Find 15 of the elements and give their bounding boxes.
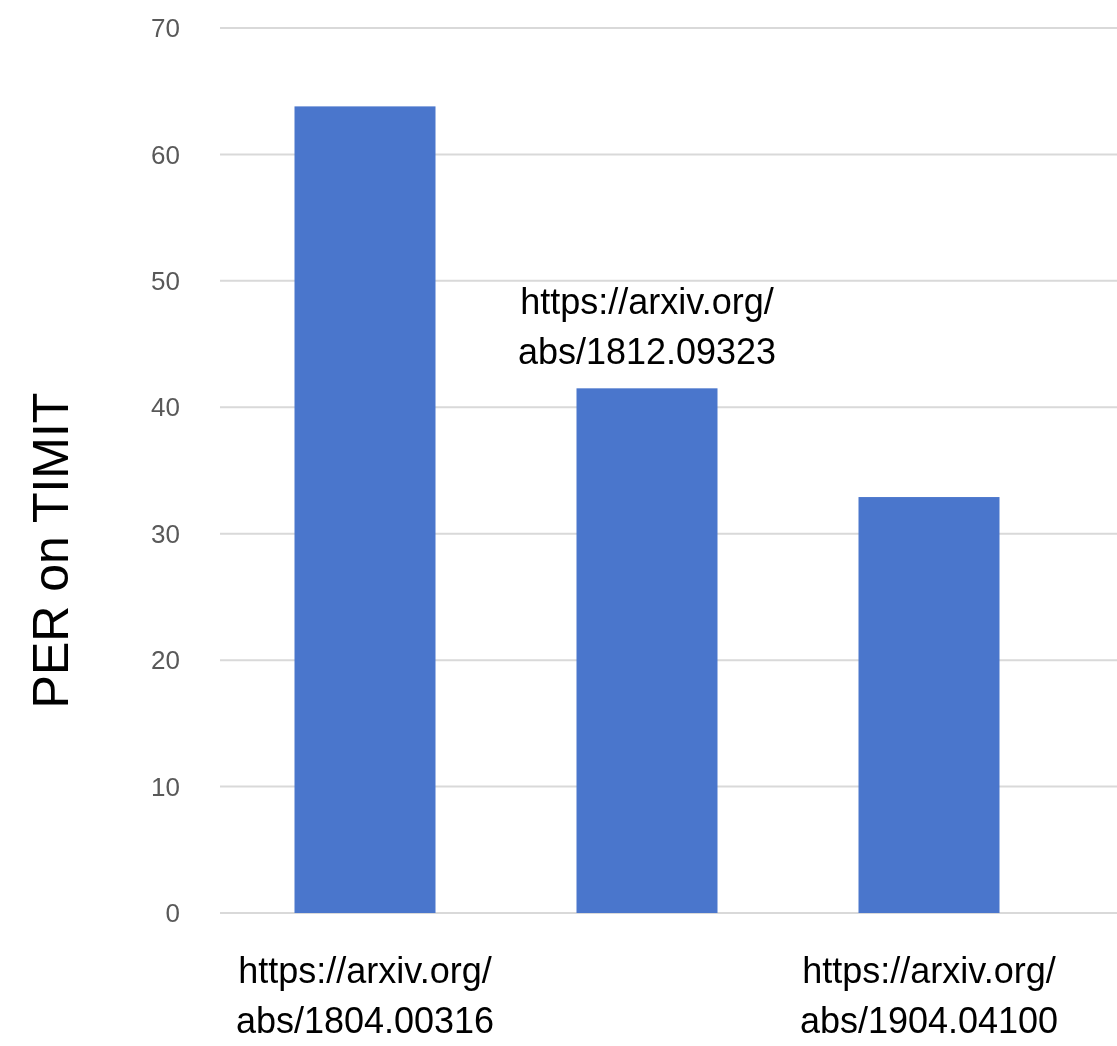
y-tick-label: 50 bbox=[151, 265, 180, 296]
y-tick-label: 60 bbox=[151, 139, 180, 170]
x-tick-label: https://arxiv.org/abs/1904.04100 bbox=[799, 950, 1059, 1041]
bar bbox=[858, 497, 1000, 913]
bar bbox=[576, 388, 718, 913]
x-tick-label: https://arxiv.org/abs/1804.00316 bbox=[235, 950, 495, 1041]
x-tick-label: https://arxiv.org/abs/1812.09323 bbox=[517, 281, 777, 373]
y-tick-label: 70 bbox=[151, 13, 180, 44]
bar bbox=[294, 106, 436, 913]
y-axis-title: PER on TIMIT bbox=[23, 392, 79, 709]
y-tick-label: 40 bbox=[151, 392, 180, 423]
y-tick-label: 30 bbox=[151, 518, 180, 549]
y-tick-label: 20 bbox=[151, 645, 180, 676]
y-tick-label: 0 bbox=[165, 898, 180, 929]
y-tick-label: 10 bbox=[151, 771, 180, 802]
